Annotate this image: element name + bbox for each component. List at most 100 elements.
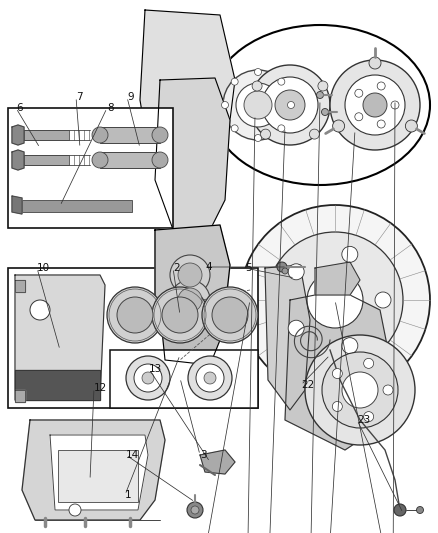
Circle shape: [375, 292, 391, 308]
Text: 4: 4: [205, 262, 212, 272]
Text: 23: 23: [357, 415, 370, 425]
Circle shape: [152, 287, 208, 343]
Circle shape: [126, 356, 170, 400]
Polygon shape: [15, 275, 105, 400]
Circle shape: [92, 127, 108, 143]
Text: 5: 5: [245, 263, 251, 273]
Circle shape: [406, 120, 417, 132]
Circle shape: [240, 205, 430, 395]
Circle shape: [363, 93, 387, 117]
Circle shape: [317, 92, 324, 99]
Text: 10: 10: [37, 263, 50, 273]
Bar: [100, 127, 160, 143]
Circle shape: [282, 268, 288, 274]
Polygon shape: [22, 420, 165, 520]
Circle shape: [142, 372, 154, 384]
Polygon shape: [265, 265, 310, 410]
Text: 14: 14: [126, 450, 139, 460]
Bar: [24, 130, 69, 140]
Circle shape: [377, 120, 385, 128]
Text: 3: 3: [200, 450, 207, 460]
Circle shape: [202, 287, 258, 343]
Circle shape: [309, 129, 319, 139]
Circle shape: [332, 120, 345, 132]
Bar: [58, 450, 138, 502]
Circle shape: [355, 89, 363, 97]
Polygon shape: [285, 290, 390, 450]
Circle shape: [377, 82, 385, 90]
Circle shape: [204, 372, 216, 384]
Circle shape: [30, 300, 50, 320]
Circle shape: [231, 125, 238, 132]
Circle shape: [250, 65, 330, 145]
Circle shape: [355, 113, 363, 121]
Polygon shape: [155, 78, 230, 235]
Polygon shape: [15, 370, 100, 400]
Circle shape: [369, 57, 381, 69]
Circle shape: [254, 134, 261, 141]
Circle shape: [162, 297, 198, 333]
Circle shape: [342, 337, 358, 354]
Bar: [8, 108, 173, 228]
Circle shape: [342, 372, 378, 408]
Circle shape: [223, 70, 293, 140]
Circle shape: [262, 77, 318, 133]
Circle shape: [152, 127, 168, 143]
Circle shape: [187, 502, 203, 518]
Circle shape: [69, 504, 81, 516]
Circle shape: [321, 109, 328, 116]
Circle shape: [275, 90, 305, 120]
Circle shape: [92, 152, 108, 168]
Circle shape: [287, 101, 294, 109]
Text: 13: 13: [149, 364, 162, 374]
Polygon shape: [12, 196, 22, 214]
Circle shape: [191, 506, 199, 514]
Circle shape: [134, 364, 162, 392]
Circle shape: [170, 280, 210, 320]
Circle shape: [252, 81, 262, 91]
Polygon shape: [160, 305, 220, 365]
Circle shape: [267, 232, 403, 368]
Circle shape: [178, 288, 202, 312]
Circle shape: [322, 352, 398, 428]
Circle shape: [345, 75, 405, 135]
Polygon shape: [200, 450, 235, 474]
Circle shape: [107, 287, 163, 343]
Circle shape: [332, 368, 343, 378]
Text: 22: 22: [301, 380, 314, 390]
Circle shape: [417, 506, 424, 513]
Polygon shape: [50, 435, 148, 510]
Text: 9: 9: [127, 92, 134, 102]
Circle shape: [394, 504, 406, 516]
Circle shape: [383, 385, 393, 395]
Circle shape: [222, 101, 229, 109]
Text: 8: 8: [107, 103, 113, 113]
Circle shape: [288, 320, 304, 336]
Bar: [22, 200, 132, 212]
Circle shape: [332, 401, 343, 411]
Circle shape: [278, 78, 285, 85]
Circle shape: [305, 335, 415, 445]
Polygon shape: [12, 150, 24, 170]
Circle shape: [236, 83, 280, 127]
Circle shape: [170, 255, 210, 295]
Bar: [110, 350, 258, 408]
Text: 2: 2: [173, 263, 180, 273]
Polygon shape: [15, 280, 25, 292]
Circle shape: [391, 101, 399, 109]
Text: 7: 7: [76, 92, 83, 102]
Circle shape: [231, 78, 238, 85]
Circle shape: [307, 272, 363, 328]
Polygon shape: [155, 225, 230, 330]
Circle shape: [330, 60, 420, 150]
Circle shape: [254, 69, 261, 76]
Circle shape: [342, 246, 358, 262]
Circle shape: [318, 81, 328, 91]
Circle shape: [196, 364, 224, 392]
Circle shape: [277, 262, 287, 272]
Text: 12: 12: [94, 383, 107, 393]
Text: 1: 1: [125, 490, 132, 500]
Circle shape: [364, 358, 374, 368]
Circle shape: [178, 263, 202, 287]
Circle shape: [261, 129, 271, 139]
